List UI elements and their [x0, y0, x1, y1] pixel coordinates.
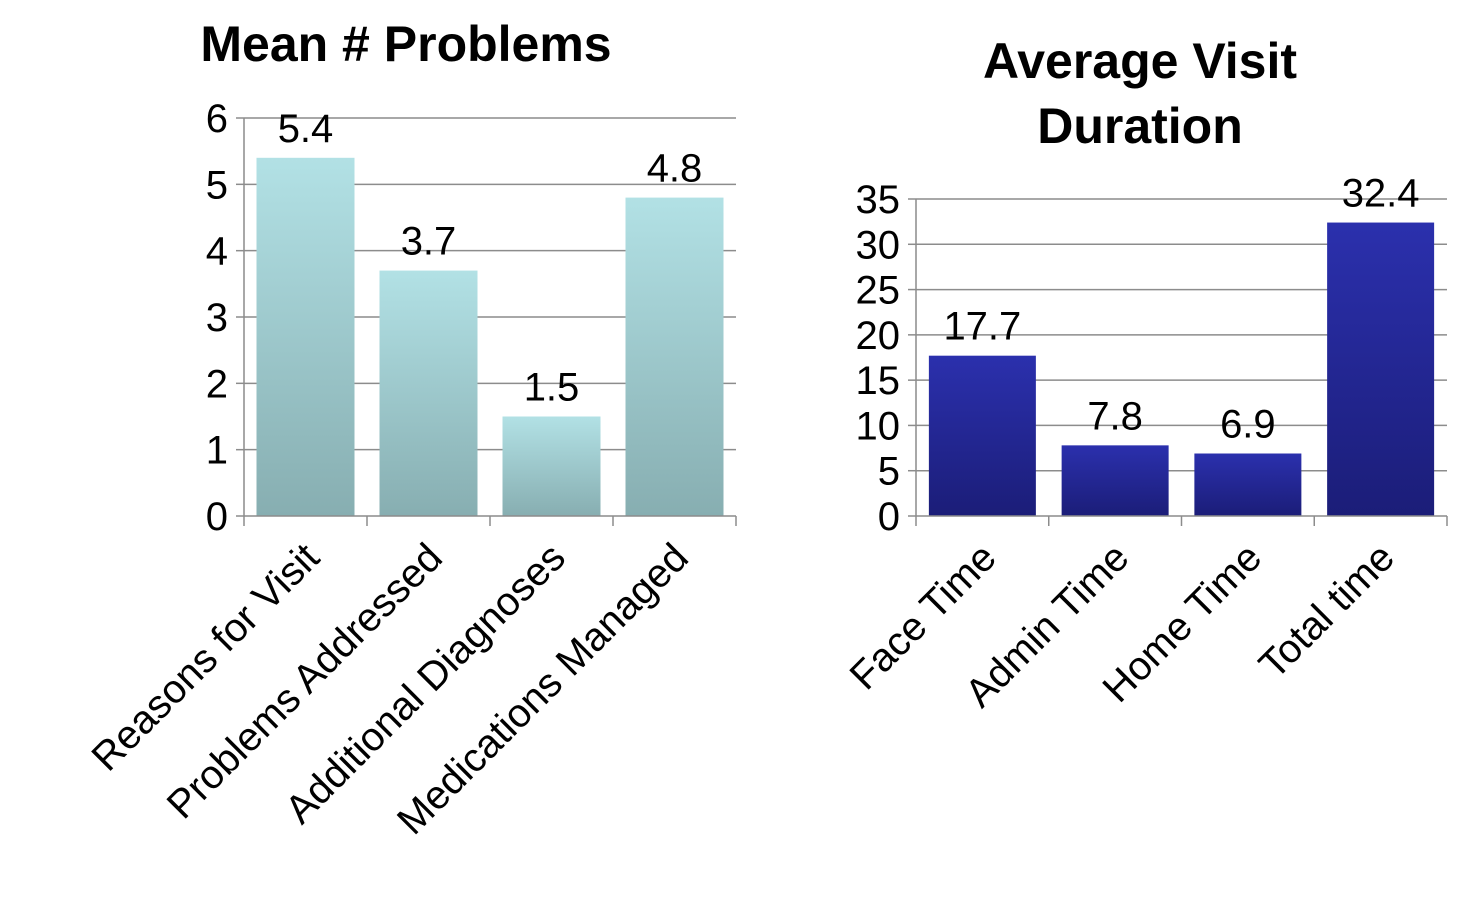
bar [256, 157, 355, 517]
y-tick-label: 1 [206, 429, 228, 473]
data-labels: 17.7 7.8 6.9 32.4 [943, 172, 1419, 447]
y-tick-label: 3 [206, 296, 228, 340]
y-tick-label: 15 [856, 359, 901, 403]
bars [928, 222, 1435, 516]
data-label: 6.9 [1220, 403, 1276, 447]
data-label: 7.8 [1087, 394, 1143, 438]
chart-title-line-2: Duration [1037, 98, 1243, 154]
chart-mean-problems: Mean # Problems 0 1 2 3 4 5 6 5.4 3.7 1.5 4.8 Rea… [83, 16, 737, 843]
bars [256, 157, 724, 517]
category-label: Total time [1251, 535, 1403, 687]
y-tick-label: 20 [856, 314, 901, 358]
y-tick-label: 0 [878, 495, 900, 539]
y-tick-label: 5 [878, 450, 900, 494]
y-tick-labels: 0 1 2 3 4 5 6 [206, 97, 228, 539]
y-tick-label: 2 [206, 362, 228, 406]
chart-title-line-1: Average Visit [983, 33, 1297, 89]
y-tick-label: 35 [856, 178, 901, 222]
data-label: 4.8 [647, 147, 703, 191]
axes [236, 117, 737, 526]
bar [1061, 445, 1169, 516]
data-label: 5.4 [278, 107, 334, 151]
y-tick-label: 25 [856, 269, 901, 313]
bar [379, 270, 478, 516]
bar [1194, 453, 1302, 516]
y-tick-label: 10 [856, 404, 901, 448]
bar [502, 416, 601, 516]
axes [908, 198, 1448, 526]
data-label: 17.7 [943, 305, 1021, 349]
bar [1327, 222, 1435, 516]
data-label: 32.4 [1342, 172, 1420, 216]
y-tick-label: 0 [206, 495, 228, 539]
data-labels: 5.4 3.7 1.5 4.8 [278, 107, 703, 410]
data-label: 1.5 [524, 366, 580, 410]
bar [625, 197, 724, 516]
bar [928, 355, 1036, 516]
data-label: 3.7 [401, 220, 457, 264]
y-tick-label: 4 [206, 230, 228, 274]
y-tick-label: 30 [856, 223, 901, 267]
y-tick-label: 6 [206, 97, 228, 141]
chart-title: Mean # Problems [200, 16, 611, 72]
y-tick-label: 5 [206, 163, 228, 207]
category-label: Reasons for Visit [83, 535, 327, 779]
